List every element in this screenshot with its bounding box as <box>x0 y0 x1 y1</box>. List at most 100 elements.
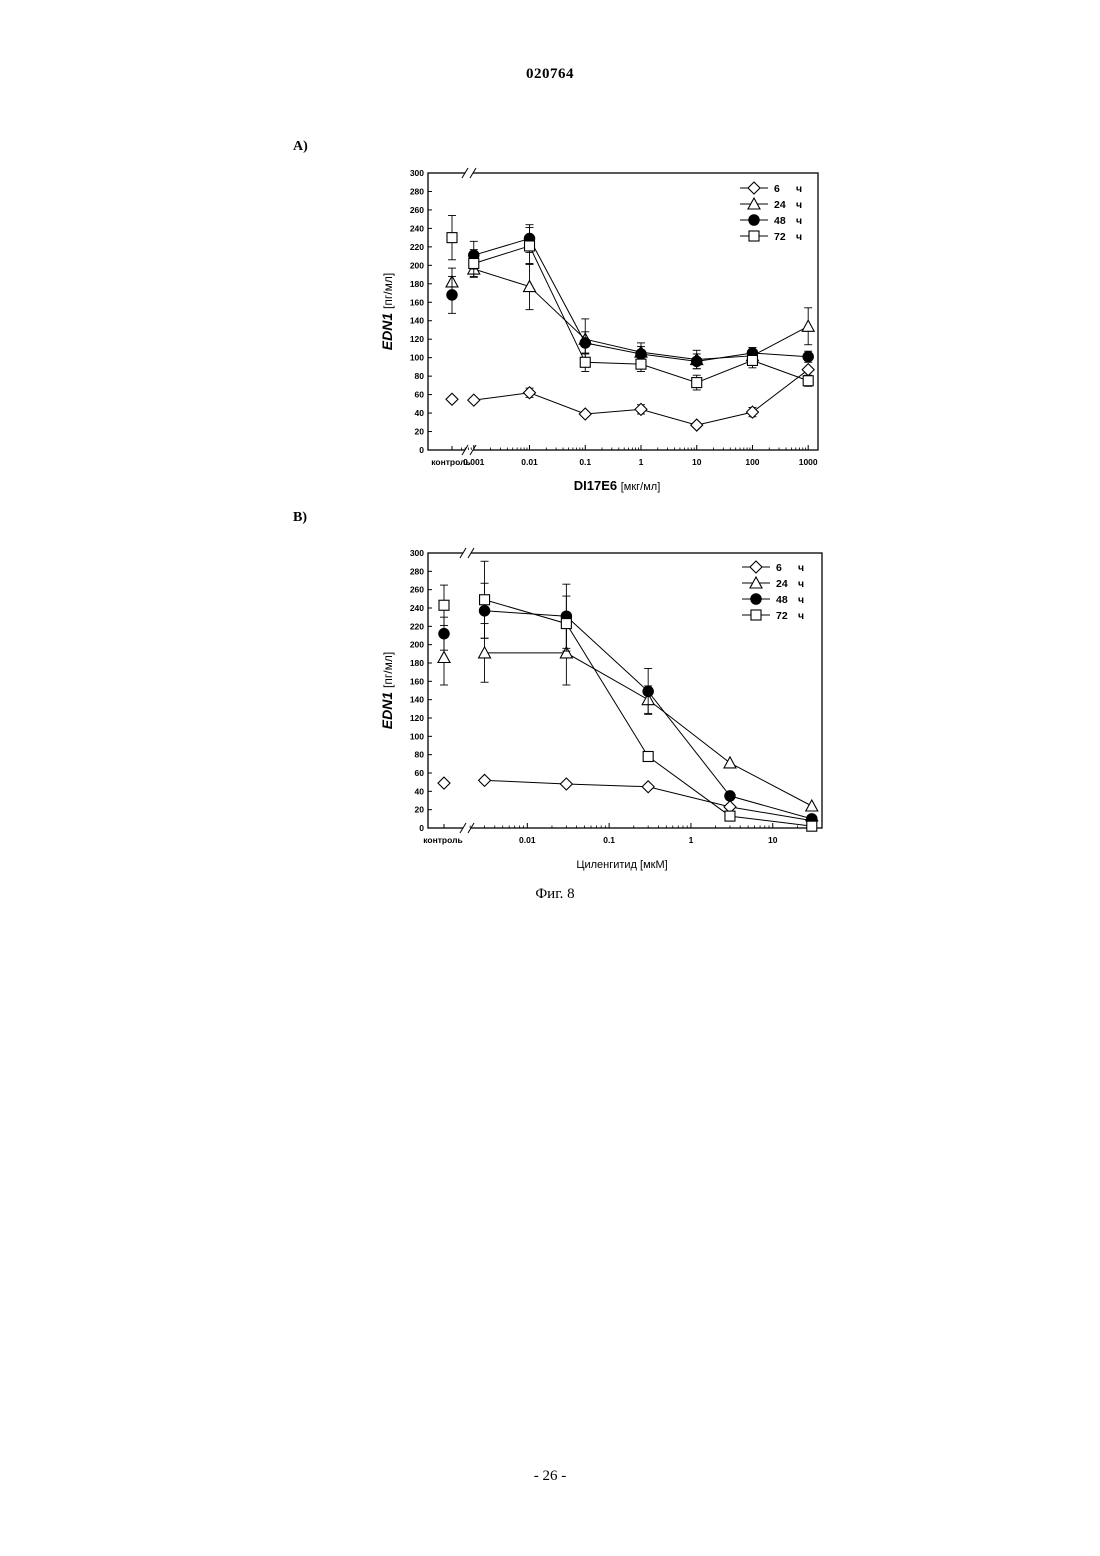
x-axis-label: DI17E6 [мкг/мл] <box>574 478 661 493</box>
series-6 <box>446 364 814 431</box>
y-tick-label: 200 <box>410 640 424 650</box>
data-point <box>692 378 702 388</box>
y-tick-label: 120 <box>410 334 424 344</box>
y-tick-label: 180 <box>410 279 424 289</box>
legend-unit: ч <box>796 183 802 195</box>
data-point <box>580 338 590 348</box>
data-point-control <box>447 290 457 300</box>
data-point <box>725 791 735 801</box>
y-tick-label: 100 <box>410 731 424 741</box>
data-point <box>524 387 536 399</box>
data-point <box>803 352 813 362</box>
y-tick-label: 160 <box>410 297 424 307</box>
legend-label: 72 <box>776 610 788 622</box>
x-tick-label: 10 <box>692 457 702 467</box>
y-tick-label: 80 <box>415 750 425 760</box>
series-6 <box>438 774 818 826</box>
legend-marker <box>749 215 759 225</box>
legend-marker <box>750 561 762 573</box>
legend-label: 6 <box>774 183 780 195</box>
y-tick-label: 240 <box>410 223 424 233</box>
data-point <box>643 752 653 762</box>
data-point <box>806 800 818 811</box>
data-point <box>524 281 536 292</box>
y-tick-label: 60 <box>415 768 425 778</box>
legend: 6ч24ч48ч72ч <box>742 561 804 622</box>
y-tick-label: 240 <box>410 603 424 613</box>
y-tick-label: 100 <box>410 353 424 363</box>
x-tick-label: 1 <box>689 835 694 845</box>
legend: 6ч24ч48ч72ч <box>740 182 802 243</box>
data-point <box>803 376 813 386</box>
legend-marker <box>751 594 761 604</box>
data-point <box>560 778 572 790</box>
data-point <box>643 686 653 696</box>
x-tick-label: 10 <box>768 835 778 845</box>
data-point <box>725 811 735 821</box>
data-point <box>525 241 535 251</box>
series-72 <box>447 215 813 390</box>
data-point <box>691 419 703 431</box>
series-line <box>474 370 808 425</box>
chart-b: 0204060801001201401601802002202402602803… <box>360 540 840 885</box>
data-point <box>807 821 817 831</box>
data-point <box>636 359 646 369</box>
y-tick-label: 0 <box>419 445 424 455</box>
y-tick-label: 220 <box>410 242 424 252</box>
y-tick-label: 40 <box>415 786 425 796</box>
series-48 <box>447 225 814 369</box>
legend-marker <box>749 231 759 241</box>
y-axis-label: EDN1 [пг/мл] <box>379 273 395 350</box>
legend-unit: ч <box>798 562 804 574</box>
legend-label: 6 <box>776 562 782 574</box>
data-point <box>479 774 491 786</box>
x-tick-label: 0.1 <box>579 457 591 467</box>
legend-label: 48 <box>776 594 788 606</box>
data-point <box>561 619 571 629</box>
x-axis-label-unit: [мкг/мл] <box>621 481 661 493</box>
x-tick-label: 0.01 <box>519 835 536 845</box>
panel-label-a: A) <box>293 139 308 155</box>
data-point <box>746 406 758 418</box>
data-point-control <box>438 777 450 789</box>
x-tick-label: 1 <box>639 457 644 467</box>
y-tick-label: 260 <box>410 205 424 215</box>
y-tick-label: 60 <box>415 390 425 400</box>
y-tick-label: 80 <box>415 371 425 381</box>
plot-area: 0204060801001201401601802002202402602803… <box>379 548 822 871</box>
y-tick-label: 20 <box>415 805 425 815</box>
data-point <box>580 357 590 367</box>
x-tick-label: 0.001 <box>463 457 485 467</box>
data-point-control <box>439 600 449 610</box>
plot-frame <box>428 173 818 450</box>
legend-label: 24 <box>774 199 786 211</box>
y-axis-label-unit: [пг/мл] <box>381 273 395 309</box>
x-tick-label-control: контроль <box>423 835 462 845</box>
y-tick-label: 180 <box>410 658 424 668</box>
x-axis-label: Циленгитид [мкМ] <box>576 859 667 871</box>
x-axis-label-unit: Циленгитид [мкМ] <box>576 859 667 871</box>
data-point <box>469 258 479 268</box>
legend-label: 72 <box>774 231 786 243</box>
data-point-control <box>447 233 457 243</box>
x-tick-label: 1000 <box>799 457 818 467</box>
y-tick-label: 120 <box>410 713 424 723</box>
y-tick-label: 160 <box>410 676 424 686</box>
y-axis-label: EDN1 [пг/мл] <box>379 652 395 729</box>
y-tick-label: 20 <box>415 427 425 437</box>
y-tick-label: 280 <box>410 186 424 196</box>
data-point <box>802 320 814 331</box>
data-point-control <box>439 628 449 638</box>
data-point <box>692 356 702 366</box>
legend-label: 48 <box>774 215 786 227</box>
y-axis-label-main: EDN1 <box>379 309 395 350</box>
y-axis-label-unit: [пг/мл] <box>381 652 395 688</box>
legend-label: 24 <box>776 578 788 590</box>
y-tick-label: 40 <box>415 408 425 418</box>
legend-marker <box>751 610 761 620</box>
legend-unit: ч <box>796 215 802 227</box>
y-tick-label: 220 <box>410 621 424 631</box>
y-tick-label: 140 <box>410 695 424 705</box>
data-point <box>635 403 647 415</box>
x-tick-label: 100 <box>745 457 759 467</box>
